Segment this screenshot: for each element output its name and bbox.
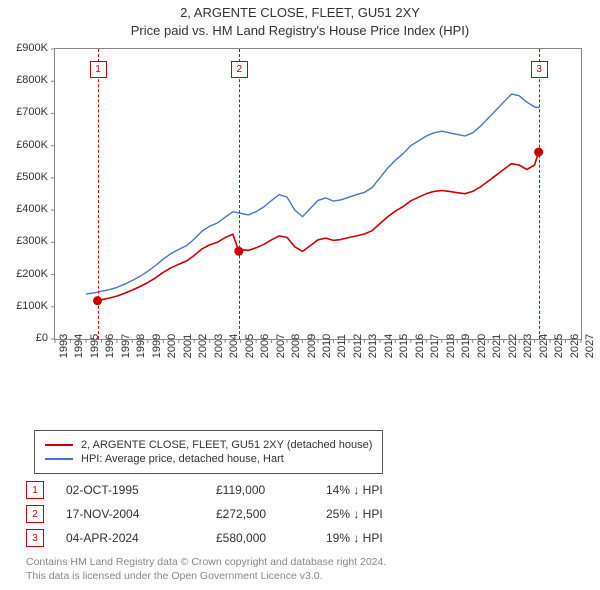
x-tick-label: 2012 (352, 334, 364, 358)
x-tick-label: 1995 (89, 334, 101, 358)
x-tick-label: 2013 (367, 334, 379, 358)
x-tick-label: 2023 (522, 334, 534, 358)
x-tick-label: 2004 (228, 334, 240, 358)
sale-vline (239, 49, 240, 339)
sale-vline (98, 49, 99, 339)
x-tick-label: 2025 (553, 334, 565, 358)
y-tick-label: £0 (0, 332, 48, 344)
y-tick-label: £400K (0, 203, 48, 215)
x-tick-label: 2015 (398, 334, 410, 358)
attribution-footer: Contains HM Land Registry data © Crown c… (26, 556, 386, 583)
sale-date: 02-OCT-1995 (66, 483, 216, 497)
x-tick-label: 2007 (275, 334, 287, 358)
legend-label: 2, ARGENTE CLOSE, FLEET, GU51 2XY (detac… (81, 439, 372, 451)
x-tick-label: 2024 (538, 334, 550, 358)
sale-hpi-delta: 25% ↓ HPI (326, 507, 436, 521)
x-tick-label: 1994 (73, 334, 85, 358)
x-tick-label: 2009 (306, 334, 318, 358)
legend-label: HPI: Average price, detached house, Hart (81, 453, 284, 465)
sale-vline (539, 49, 540, 339)
sale-hpi-delta: 14% ↓ HPI (326, 483, 436, 497)
legend-swatch (45, 444, 73, 446)
table-row: 3 04-APR-2024 £580,000 19% ↓ HPI (26, 526, 436, 550)
x-tick-label: 2011 (336, 334, 348, 358)
y-tick-label: £800K (0, 74, 48, 86)
legend: 2, ARGENTE CLOSE, FLEET, GU51 2XY (detac… (34, 430, 383, 474)
x-tick-label: 2017 (429, 334, 441, 358)
sale-marker-badge: 3 (531, 61, 548, 78)
x-tick-label: 2006 (259, 334, 271, 358)
legend-swatch (45, 458, 73, 460)
x-tick-label: 2005 (244, 334, 256, 358)
y-tick-label: £100K (0, 300, 48, 312)
footer-line: This data is licensed under the Open Gov… (26, 570, 386, 584)
x-tick-label: 2026 (569, 334, 581, 358)
plot-svg (55, 49, 581, 339)
chart-titles: 2, ARGENTE CLOSE, FLEET, GU51 2XY Price … (0, 0, 600, 39)
title-address: 2, ARGENTE CLOSE, FLEET, GU51 2XY (0, 4, 600, 22)
x-tick-label: 1993 (58, 334, 70, 358)
sale-price: £119,000 (216, 483, 326, 497)
x-tick-label: 1998 (135, 334, 147, 358)
sale-marker-badge: 2 (231, 61, 248, 78)
title-subtitle: Price paid vs. HM Land Registry's House … (0, 22, 600, 40)
x-tick-label: 2018 (445, 334, 457, 358)
x-tick-label: 2027 (584, 334, 596, 358)
x-tick-label: 1996 (104, 334, 116, 358)
x-tick-label: 2022 (507, 334, 519, 358)
x-tick-label: 2014 (383, 334, 395, 358)
sale-marker-badge: 1 (90, 61, 107, 78)
x-tick-label: 2016 (414, 334, 426, 358)
y-tick-label: £700K (0, 106, 48, 118)
x-tick-label: 2001 (182, 334, 194, 358)
x-tick-label: 1999 (151, 334, 163, 358)
x-tick-label: 2000 (166, 334, 178, 358)
x-tick-label: 2021 (491, 334, 503, 358)
y-tick-label: £300K (0, 235, 48, 247)
sale-badge: 1 (26, 481, 44, 499)
price-chart-page: { "title_line1": "2, ARGENTE CLOSE, FLEE… (0, 0, 600, 590)
footer-line: Contains HM Land Registry data © Crown c… (26, 556, 386, 570)
chart-area: 1 2 3 £0 £100K £200K £300K £400K £500K £600K £700… (0, 44, 600, 390)
x-tick-label: 2002 (197, 334, 209, 358)
y-tick-label: £600K (0, 139, 48, 151)
x-tick-label: 2003 (213, 334, 225, 358)
sale-date: 04-APR-2024 (66, 531, 216, 545)
x-tick-label: 2008 (290, 334, 302, 358)
sale-price: £580,000 (216, 531, 326, 545)
legend-item: HPI: Average price, detached house, Hart (45, 453, 372, 465)
sale-badge: 3 (26, 529, 44, 547)
legend-item: 2, ARGENTE CLOSE, FLEET, GU51 2XY (detac… (45, 439, 372, 451)
table-row: 2 17-NOV-2004 £272,500 25% ↓ HPI (26, 502, 436, 526)
x-tick-label: 2020 (476, 334, 488, 358)
table-row: 1 02-OCT-1995 £119,000 14% ↓ HPI (26, 478, 436, 502)
y-tick-label: £200K (0, 268, 48, 280)
sale-hpi-delta: 19% ↓ HPI (326, 531, 436, 545)
sale-badge: 2 (26, 505, 44, 523)
y-tick-label: £500K (0, 171, 48, 183)
sale-date: 17-NOV-2004 (66, 507, 216, 521)
sales-table: 1 02-OCT-1995 £119,000 14% ↓ HPI 2 17-NO… (26, 478, 436, 550)
y-tick-label: £900K (0, 42, 48, 54)
x-tick-label: 2019 (460, 334, 472, 358)
x-tick-label: 1997 (120, 334, 132, 358)
x-tick-label: 2010 (321, 334, 333, 358)
sale-price: £272,500 (216, 507, 326, 521)
plot-box: 1 2 3 (54, 48, 582, 340)
